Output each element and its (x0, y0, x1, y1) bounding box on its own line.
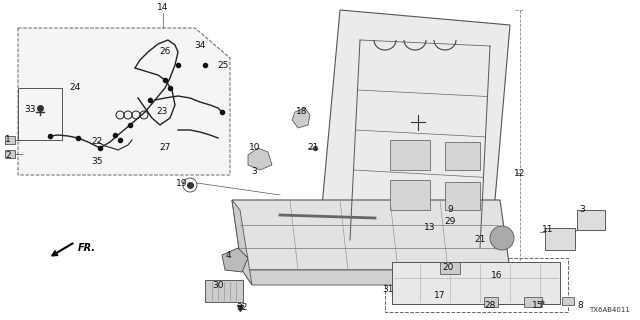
Polygon shape (292, 108, 310, 128)
Text: 20: 20 (442, 263, 454, 273)
Text: 31: 31 (382, 285, 394, 294)
Text: 28: 28 (484, 300, 496, 309)
Polygon shape (318, 10, 510, 258)
Text: 35: 35 (92, 157, 103, 166)
Text: 14: 14 (157, 4, 169, 12)
Text: 13: 13 (424, 223, 436, 233)
Text: FR.: FR. (78, 243, 96, 253)
Polygon shape (222, 248, 248, 272)
Bar (545, 228, 575, 250)
Bar (392, 262, 560, 304)
Bar (18, 88, 62, 140)
Bar (524, 297, 542, 307)
Text: 33: 33 (24, 106, 36, 115)
Text: 12: 12 (515, 169, 525, 178)
Text: 30: 30 (212, 281, 224, 290)
Bar (5, 136, 15, 144)
Polygon shape (232, 200, 510, 270)
Bar (205, 280, 243, 302)
Text: 17: 17 (435, 291, 445, 300)
Text: 18: 18 (296, 108, 308, 116)
Text: 3: 3 (579, 205, 585, 214)
Text: 27: 27 (159, 143, 171, 153)
Text: 4: 4 (225, 251, 231, 260)
Bar (385, 258, 568, 312)
Text: 3: 3 (251, 167, 257, 177)
Bar (562, 297, 574, 305)
Bar (440, 262, 460, 274)
Polygon shape (232, 200, 252, 285)
Circle shape (490, 226, 514, 250)
Text: 24: 24 (69, 84, 81, 92)
Text: 11: 11 (542, 226, 554, 235)
Polygon shape (248, 148, 272, 170)
Text: 15: 15 (532, 300, 544, 309)
Bar (390, 140, 430, 170)
Text: 34: 34 (195, 42, 205, 51)
Bar (5, 150, 15, 158)
Text: 26: 26 (159, 47, 171, 57)
Text: 21: 21 (307, 143, 319, 153)
Text: 16: 16 (492, 270, 503, 279)
Bar (577, 210, 605, 230)
Bar (445, 142, 480, 170)
Text: TX6AB4011: TX6AB4011 (589, 307, 630, 313)
Text: 2: 2 (5, 150, 11, 159)
Text: 9: 9 (447, 205, 453, 214)
Text: 10: 10 (249, 142, 260, 151)
Bar (445, 182, 480, 210)
Text: 29: 29 (444, 218, 456, 227)
Text: 23: 23 (156, 108, 168, 116)
Text: 32: 32 (236, 303, 248, 313)
Text: 1: 1 (5, 135, 11, 145)
Text: 25: 25 (218, 60, 228, 69)
Text: 19: 19 (176, 179, 188, 188)
Text: 22: 22 (92, 138, 102, 147)
Bar (484, 297, 498, 307)
Polygon shape (18, 28, 230, 175)
Text: 8: 8 (577, 300, 583, 309)
Text: 21: 21 (474, 236, 486, 244)
Bar (390, 180, 430, 210)
Polygon shape (242, 270, 520, 285)
